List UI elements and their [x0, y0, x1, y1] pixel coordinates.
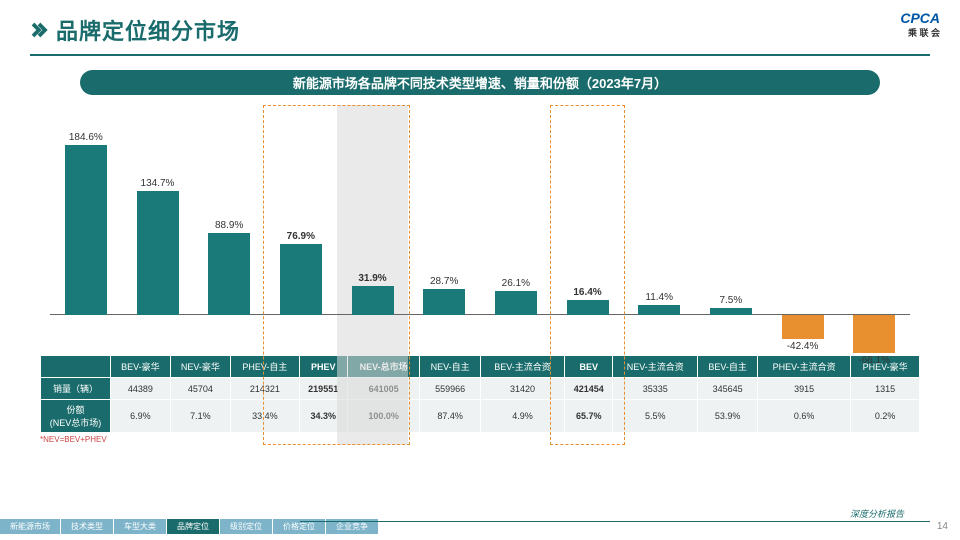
bar-value-label: -42.4%: [787, 341, 819, 352]
table-cell: 45704: [170, 378, 230, 400]
bar-chart: 184.6%134.7%88.9%76.9%31.9%28.7%26.1%16.…: [40, 105, 920, 355]
table-cell: 44389: [111, 378, 171, 400]
table-cell: 53.9%: [698, 400, 758, 433]
bar-value-label: -66.1%: [858, 355, 890, 366]
dashed-highlight-box: [263, 105, 410, 445]
table-row-header: 份额 (NEV总市场): [41, 400, 111, 433]
bar: [782, 315, 824, 339]
table-corner: [41, 356, 111, 378]
bar-col: 11.4%: [623, 145, 695, 315]
table-cell: 35335: [613, 378, 698, 400]
nav-pill[interactable]: 级别定位: [220, 519, 272, 534]
table-cell: 7.1%: [170, 400, 230, 433]
bar-col: 28.7%: [408, 145, 480, 315]
logo: CPCA 乘 联 会: [900, 10, 940, 39]
table-cell: 87.4%: [420, 400, 480, 433]
table-header: PHEV-主流合资: [758, 356, 851, 378]
data-table: BEV-豪华NEV-豪华PHEV-自主PHEVNEV-总市场NEV-自主BEV-…: [40, 355, 920, 433]
nav-pill[interactable]: 新能源市场: [0, 519, 60, 534]
table-cell: 3915: [758, 378, 851, 400]
chevron-icon: [30, 21, 48, 39]
table-header: NEV-主流合资: [613, 356, 698, 378]
bar: [638, 305, 680, 315]
bar: [495, 291, 537, 315]
dashed-highlight-box: [550, 105, 626, 445]
footer-text: 深度分析报告: [844, 507, 910, 520]
page-number: 14: [937, 521, 948, 532]
table-cell: 5.5%: [613, 400, 698, 433]
bar: [853, 315, 895, 353]
header-rule: [30, 54, 930, 56]
bar-value-label: 26.1%: [502, 278, 530, 289]
bar-col: 26.1%: [480, 145, 552, 315]
table-cell: 0.2%: [851, 400, 920, 433]
nav-pill[interactable]: 技术类型: [61, 519, 113, 534]
bar-col: 7.5%: [695, 145, 767, 315]
bar: [710, 308, 752, 315]
page-title: 品牌定位细分市场: [56, 14, 240, 46]
bar-col: -42.4%: [767, 145, 839, 315]
bar-col: 134.7%: [122, 145, 194, 315]
bar-col: -66.1%: [838, 145, 910, 315]
bar-col: 184.6%: [50, 145, 122, 315]
table-row-header: 销量（辆）: [41, 378, 111, 400]
chart-title-banner: 新能源市场各品牌不同技术类型增速、销量和份额（2023年7月）: [80, 70, 880, 95]
footer-line: [300, 521, 930, 522]
header: 品牌定位细分市场: [0, 0, 960, 46]
table-header: BEV-自主: [698, 356, 758, 378]
bar-value-label: 134.7%: [141, 178, 175, 189]
table-header: BEV-豪华: [111, 356, 171, 378]
table-cell: 345645: [698, 378, 758, 400]
bar-col: 88.9%: [193, 145, 265, 315]
table-cell: 1315: [851, 378, 920, 400]
bar: [137, 191, 179, 315]
table-cell: 559966: [420, 378, 480, 400]
bar-value-label: 11.4%: [645, 292, 673, 303]
bar-value-label: 184.6%: [69, 132, 103, 143]
footnote: *NEV=BEV+PHEV: [40, 435, 920, 444]
bar-value-label: 7.5%: [719, 295, 742, 306]
bar-value-label: 88.9%: [215, 220, 243, 231]
nav-pill[interactable]: 车型大类: [114, 519, 166, 534]
bar: [65, 145, 107, 315]
logo-subtext: 乘 联 会: [900, 26, 940, 39]
nav-pill[interactable]: 品牌定位: [167, 519, 219, 534]
table-header: NEV-自主: [420, 356, 480, 378]
table-cell: 0.6%: [758, 400, 851, 433]
table-header: NEV-豪华: [170, 356, 230, 378]
bar-value-label: 28.7%: [430, 276, 458, 287]
bar: [208, 233, 250, 315]
table-cell: 6.9%: [111, 400, 171, 433]
bar: [423, 289, 465, 315]
logo-text: CPCA: [900, 10, 940, 26]
